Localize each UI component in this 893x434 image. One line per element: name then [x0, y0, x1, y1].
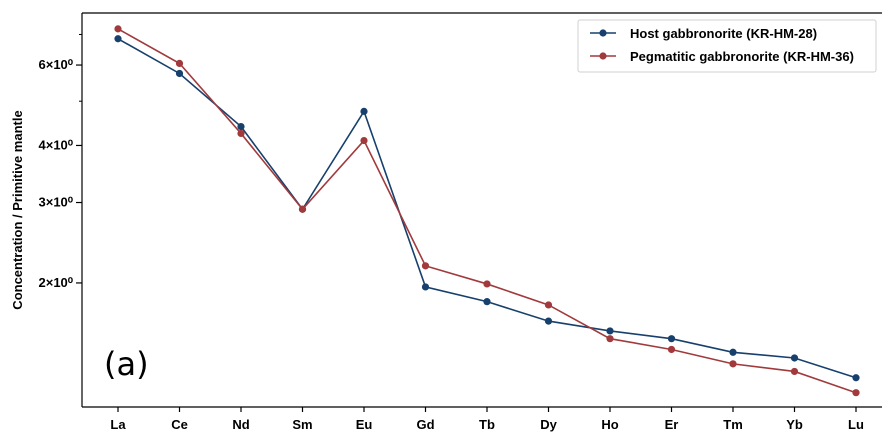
series-0-point-dy	[544, 317, 553, 325]
series-0-point-lu	[852, 374, 860, 382]
series-0-point-gd	[421, 283, 430, 291]
x-tick-label-gd: Gd	[416, 417, 434, 432]
series-0-point-ho	[606, 327, 614, 335]
series-0-point-yb	[790, 354, 799, 362]
x-tick-label-tm: Tm	[723, 417, 743, 432]
legend-label-pegmatitic: Pegmatitic gabbronorite (KR-HM-36)	[630, 49, 854, 64]
series-0-point-ce	[175, 69, 184, 78]
series-0-point-la	[114, 35, 122, 43]
x-tick-label-lu: Lu	[848, 417, 864, 432]
series-line-0	[117, 38, 857, 379]
x-tick-label-tb: Tb	[479, 417, 495, 432]
series-1-point-nd	[237, 129, 245, 138]
series-1-point-dy	[544, 301, 553, 309]
legend-marker-host	[599, 29, 607, 37]
series-0-point-tm	[729, 348, 737, 356]
y-tick-label: 6×10⁰	[39, 57, 74, 72]
y-tick-label: 3×10⁰	[39, 195, 74, 210]
series-1-point-sm	[298, 205, 307, 213]
x-tick-label-sm: Sm	[292, 417, 312, 432]
series-line-1	[117, 28, 857, 394]
x-tick-label-dy: Dy	[540, 417, 557, 432]
series-layer	[114, 25, 860, 397]
series-1-point-eu	[360, 136, 368, 145]
series-0-point-nd	[237, 122, 245, 131]
series-1-point-ho	[606, 335, 614, 343]
x-tick-label-ho: Ho	[601, 417, 618, 432]
series-1-point-ce	[175, 59, 184, 67]
series-1-point-la	[114, 25, 122, 33]
series-1-point-yb	[790, 367, 799, 376]
series-0-point-tb	[483, 298, 491, 306]
y-axis-label: Concentration / Primitive mantle	[10, 110, 25, 309]
x-tick-label-yb: Yb	[786, 417, 803, 432]
plot-area	[81, 12, 882, 408]
x-tick-label-nd: Nd	[232, 417, 249, 432]
panel-label: (a)	[104, 345, 149, 383]
legend-box	[577, 19, 877, 73]
y-axis-ticks: 2×10⁰ 3×10⁰ 4×10⁰ 6×10⁰	[39, 33, 82, 290]
y-tick-label: 2×10⁰	[39, 275, 74, 290]
series-1-point-tm	[729, 360, 737, 368]
x-axis-ticks: La Ce Nd Sm Eu Gd Tb Dy Ho Er Tm Yb Lu	[110, 407, 864, 432]
series-0-point-eu	[360, 107, 368, 115]
series-1-point-er	[667, 345, 676, 354]
x-tick-label-la: La	[110, 417, 126, 432]
series-1-point-gd	[421, 262, 430, 270]
x-tick-label-er: Er	[665, 417, 679, 432]
legend-marker-pegmatitic	[599, 52, 607, 60]
series-0-point-er	[667, 335, 676, 343]
y-tick-label: 4×10⁰	[39, 137, 74, 152]
legend: Host gabbronorite (KR-HM-28) Pegmatitic …	[577, 19, 877, 73]
series-1-point-lu	[852, 389, 860, 397]
x-tick-label-ce: Ce	[171, 417, 188, 432]
x-tick-label-eu: Eu	[356, 417, 373, 432]
legend-label-host: Host gabbronorite (KR-HM-28)	[630, 26, 817, 41]
series-1-point-tb	[483, 280, 491, 288]
